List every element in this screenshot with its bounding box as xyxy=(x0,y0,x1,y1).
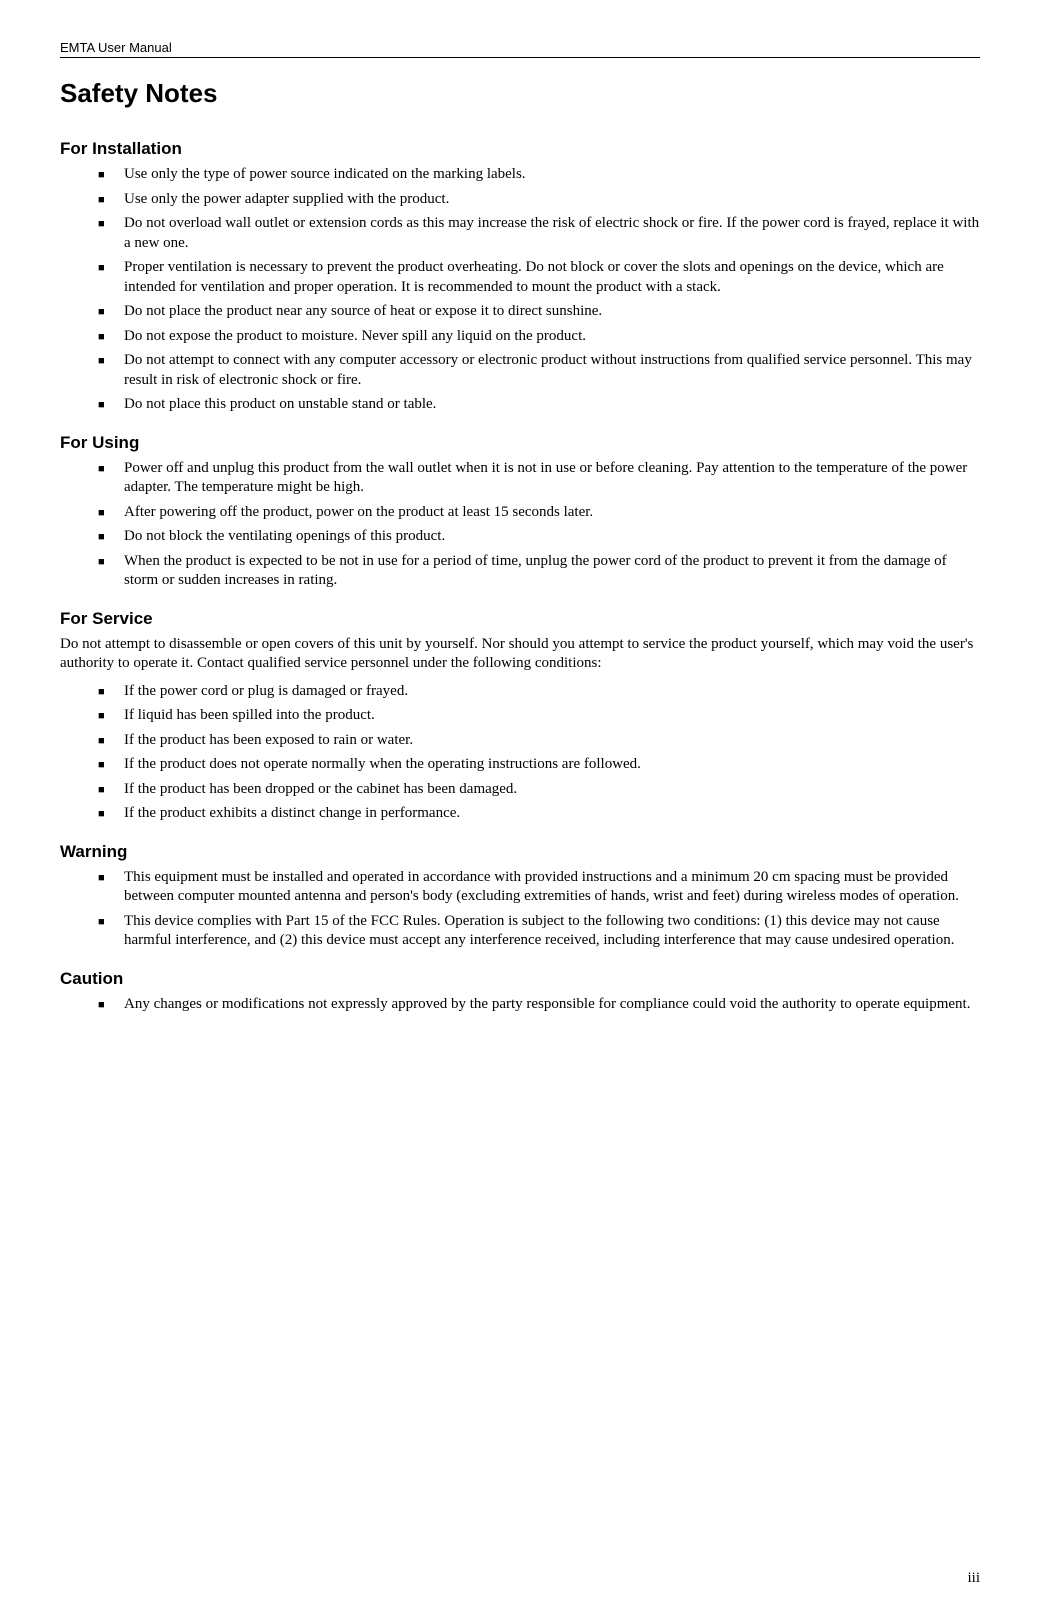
list-item: If the product has been exposed to rain … xyxy=(60,731,980,751)
list-item: Proper ventilation is necessary to preve… xyxy=(60,258,980,297)
section-heading-using: For Using xyxy=(60,433,980,453)
section-heading-caution: Caution xyxy=(60,969,980,989)
list-item: Any changes or modifications not express… xyxy=(60,995,980,1015)
list-item: Use only the power adapter supplied with… xyxy=(60,190,980,210)
list-item: If the product does not operate normally… xyxy=(60,755,980,775)
section-heading-install: For Installation xyxy=(60,139,980,159)
using-list: Power off and unplug this product from t… xyxy=(60,459,980,591)
list-item: Power off and unplug this product from t… xyxy=(60,459,980,498)
list-item: Do not place the product near any source… xyxy=(60,302,980,322)
list-item: If liquid has been spilled into the prod… xyxy=(60,706,980,726)
install-list: Use only the type of power source indica… xyxy=(60,165,980,415)
list-item: If the product exhibits a distinct chang… xyxy=(60,804,980,824)
service-intro: Do not attempt to disassemble or open co… xyxy=(60,635,980,674)
page-title: Safety Notes xyxy=(60,78,980,109)
caution-list: Any changes or modifications not express… xyxy=(60,995,980,1015)
list-item: This device complies with Part 15 of the… xyxy=(60,912,980,951)
page-number: iii xyxy=(967,1570,980,1587)
section-heading-warning: Warning xyxy=(60,842,980,862)
document-header: EMTA User Manual xyxy=(60,40,980,58)
list-item: Do not place this product on unstable st… xyxy=(60,395,980,415)
list-item: When the product is expected to be not i… xyxy=(60,552,980,591)
list-item: After powering off the product, power on… xyxy=(60,503,980,523)
list-item: Use only the type of power source indica… xyxy=(60,165,980,185)
list-item: Do not overload wall outlet or extension… xyxy=(60,214,980,253)
service-list: If the power cord or plug is damaged or … xyxy=(60,682,980,824)
list-item: Do not expose the product to moisture. N… xyxy=(60,327,980,347)
list-item: If the power cord or plug is damaged or … xyxy=(60,682,980,702)
list-item: If the product has been dropped or the c… xyxy=(60,780,980,800)
list-item: Do not attempt to connect with any compu… xyxy=(60,351,980,390)
warning-list: This equipment must be installed and ope… xyxy=(60,868,980,951)
list-item: This equipment must be installed and ope… xyxy=(60,868,980,907)
section-heading-service: For Service xyxy=(60,609,980,629)
list-item: Do not block the ventilating openings of… xyxy=(60,527,980,547)
